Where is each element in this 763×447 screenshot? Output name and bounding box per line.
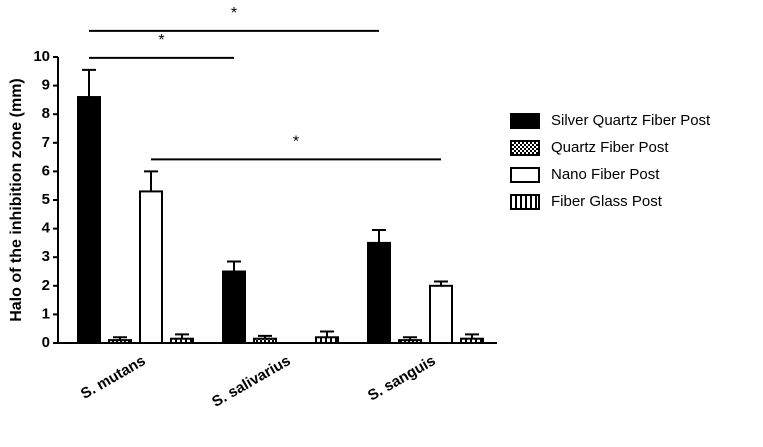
y-tick-label: 2 [42, 277, 50, 294]
bar [429, 284, 453, 344]
error-bar [403, 336, 417, 341]
x-tick-label: S. mutans [78, 352, 149, 403]
bar [367, 241, 391, 344]
error-bar [372, 229, 386, 243]
y-tick-label: 10 [33, 48, 50, 65]
legend-label: Silver Quartz Fiber Post [551, 112, 711, 129]
bar [170, 337, 194, 344]
legend-label: Nano Fiber Post [551, 166, 660, 183]
error-bar [434, 280, 448, 286]
error-bar [465, 333, 479, 339]
y-axis-label: Halo of the inhibition zone (mm) [8, 78, 25, 322]
error-bar [175, 333, 189, 339]
y-tick-label: 7 [42, 134, 50, 151]
bar [460, 337, 484, 344]
y-tick-label: 8 [42, 105, 50, 122]
error-bar [258, 334, 272, 339]
significance-label: * [158, 32, 164, 49]
legend-swatch [510, 194, 540, 210]
legend-swatch [510, 140, 540, 156]
bar [398, 339, 422, 345]
y-tick-label: 6 [42, 162, 50, 179]
legend-swatch [510, 113, 540, 129]
legend-swatch [510, 167, 540, 183]
y-tick-label: 4 [42, 220, 51, 237]
bar [253, 337, 277, 344]
y-tick-label: 3 [42, 248, 50, 265]
bar [222, 270, 246, 344]
x-tick-label: S. salivarius [209, 352, 293, 411]
error-bar [320, 330, 334, 338]
y-tick-label: 9 [42, 77, 50, 94]
y-tick-label: 0 [42, 334, 50, 351]
bar [77, 96, 101, 345]
x-tick-label: S. sanguis [365, 352, 438, 404]
significance-label: * [293, 134, 299, 151]
y-tick-label: 5 [42, 191, 50, 208]
error-bar [144, 170, 158, 192]
bar [108, 339, 132, 345]
error-bar [227, 260, 241, 272]
legend-label: Quartz Fiber Post [551, 139, 669, 156]
legend-label: Fiber Glass Post [551, 193, 663, 210]
y-tick-label: 1 [42, 305, 50, 322]
bar [315, 336, 339, 344]
significance-label: * [231, 5, 237, 22]
bar [139, 190, 163, 344]
error-bar [113, 336, 127, 341]
error-bar [82, 68, 96, 98]
